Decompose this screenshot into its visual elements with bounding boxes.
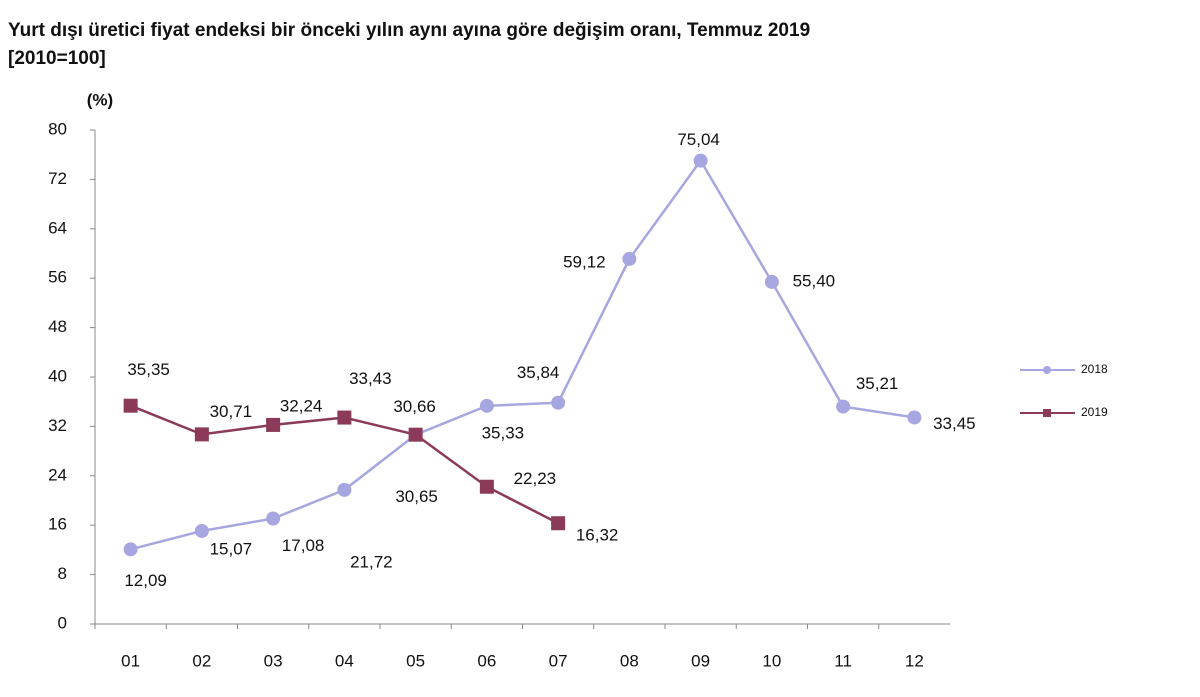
x-tick-label: 02	[192, 651, 211, 670]
y-tick-label: 72	[48, 169, 67, 188]
data-label: 35,84	[517, 363, 560, 382]
data-label: 17,08	[282, 536, 325, 555]
point	[836, 399, 851, 414]
data-label: 30,65	[395, 487, 438, 506]
y-tick-label: 80	[48, 119, 67, 138]
data-label: 35,33	[482, 423, 525, 442]
point	[479, 398, 494, 413]
point	[551, 395, 566, 410]
y-tick-label: 32	[48, 416, 67, 435]
chart-title: Yurt dışı üretici fiyat endeksi bir önce…	[8, 20, 810, 41]
x-tick-label: 10	[762, 651, 781, 670]
data-label: 33,43	[349, 369, 392, 388]
point	[266, 417, 281, 432]
data-label: 75,04	[677, 130, 720, 149]
y-tick-label: 64	[48, 218, 67, 237]
data-label: 30,66	[393, 397, 436, 416]
data-label: 16,32	[576, 526, 619, 545]
x-tick-label: 07	[549, 651, 568, 670]
point	[123, 398, 138, 413]
data-label: 12,09	[124, 571, 167, 590]
y-tick-label: 8	[58, 564, 67, 583]
data-label: 21,72	[350, 552, 393, 571]
point	[622, 251, 637, 266]
legend-label: 2018	[1081, 362, 1108, 376]
y-tick-label: 0	[58, 613, 67, 632]
point	[693, 153, 708, 168]
data-label: 59,12	[563, 252, 606, 271]
data-label: 35,35	[127, 360, 170, 379]
data-label: 55,40	[793, 271, 836, 290]
point	[194, 427, 209, 442]
point	[764, 274, 779, 289]
y-tick-label: 56	[48, 268, 67, 287]
data-label: 22,23	[514, 469, 557, 488]
point	[408, 427, 423, 442]
y-tick-label: 24	[48, 465, 67, 484]
y-axis-label: (%)	[87, 90, 113, 109]
x-tick-label: 11	[834, 651, 852, 670]
data-label: 32,24	[280, 396, 323, 415]
point	[907, 410, 922, 425]
x-tick-label: 12	[905, 651, 924, 670]
data-label: 33,45	[933, 414, 976, 433]
x-tick-label: 04	[335, 651, 354, 670]
x-tick-label: 08	[620, 651, 639, 670]
x-tick-label: 05	[406, 651, 425, 670]
x-tick-label: 06	[477, 651, 496, 670]
chart-subtitle: [2010=100]	[8, 48, 106, 69]
y-tick-label: 16	[48, 515, 67, 534]
legend-marker	[1043, 366, 1051, 374]
point	[337, 410, 352, 425]
x-tick-label: 01	[121, 651, 140, 670]
point	[194, 523, 209, 538]
point	[551, 516, 566, 531]
point	[337, 482, 352, 497]
legend-label: 2019	[1081, 405, 1108, 419]
point	[266, 511, 281, 526]
y-tick-label: 40	[48, 366, 67, 385]
x-tick-label: 09	[691, 651, 710, 670]
x-tick-label: 03	[264, 651, 283, 670]
data-label: 15,07	[210, 539, 253, 558]
y-tick-label: 48	[48, 317, 67, 336]
data-label: 35,21	[856, 374, 899, 393]
point	[123, 542, 138, 557]
point	[479, 479, 494, 494]
legend-marker	[1043, 409, 1051, 417]
series-line	[130, 158, 915, 551]
data-label: 30,71	[210, 402, 253, 421]
